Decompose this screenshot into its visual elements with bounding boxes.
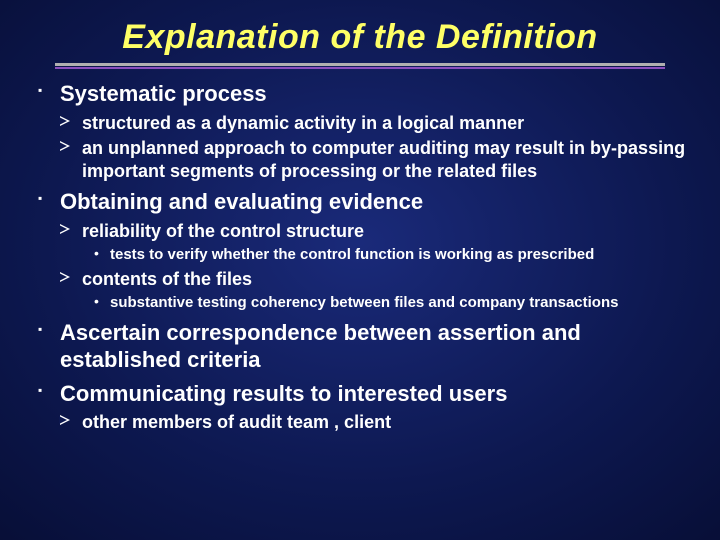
bullet-lvl1: Systematic process structured as a dynam…	[38, 80, 694, 182]
bullet-lvl3: substantive testing coherency between fi…	[94, 293, 694, 313]
slide-title: Explanation of the Definition	[0, 18, 720, 63]
bullet-text: Ascertain correspondence between asserti…	[60, 319, 694, 374]
bullet-lvl2: other members of audit team , client	[60, 411, 694, 434]
bullet-lvl1: Communicating results to interested user…	[38, 380, 694, 434]
title-rule	[55, 63, 665, 66]
bullet-text: Systematic process	[60, 80, 694, 108]
bullet-text: other members of audit team , client	[82, 411, 694, 434]
bullet-text: substantive testing coherency between fi…	[110, 293, 694, 313]
bullet-text: structured as a dynamic activity in a lo…	[82, 112, 694, 135]
bullet-text: reliability of the control structure	[82, 220, 694, 243]
bullet-text: tests to verify whether the control func…	[110, 245, 694, 265]
bullet-text: contents of the files	[82, 268, 694, 291]
bullet-text: Communicating results to interested user…	[60, 380, 694, 408]
bullet-lvl1: Ascertain correspondence between asserti…	[38, 319, 694, 374]
bullet-lvl2: an unplanned approach to computer auditi…	[60, 137, 694, 182]
bullet-text: Obtaining and evaluating evidence	[60, 188, 694, 216]
bullet-lvl2: reliability of the control structure tes…	[60, 220, 694, 265]
bullet-lvl2: contents of the files substantive testin…	[60, 268, 694, 313]
bullet-lvl3: tests to verify whether the control func…	[94, 245, 694, 265]
bullet-text: an unplanned approach to computer auditi…	[82, 137, 694, 182]
slide: Explanation of the Definition Systematic…	[0, 0, 720, 540]
slide-content: Systematic process structured as a dynam…	[0, 80, 720, 434]
bullet-lvl1: Obtaining and evaluating evidence reliab…	[38, 188, 694, 313]
bullet-lvl2: structured as a dynamic activity in a lo…	[60, 112, 694, 135]
